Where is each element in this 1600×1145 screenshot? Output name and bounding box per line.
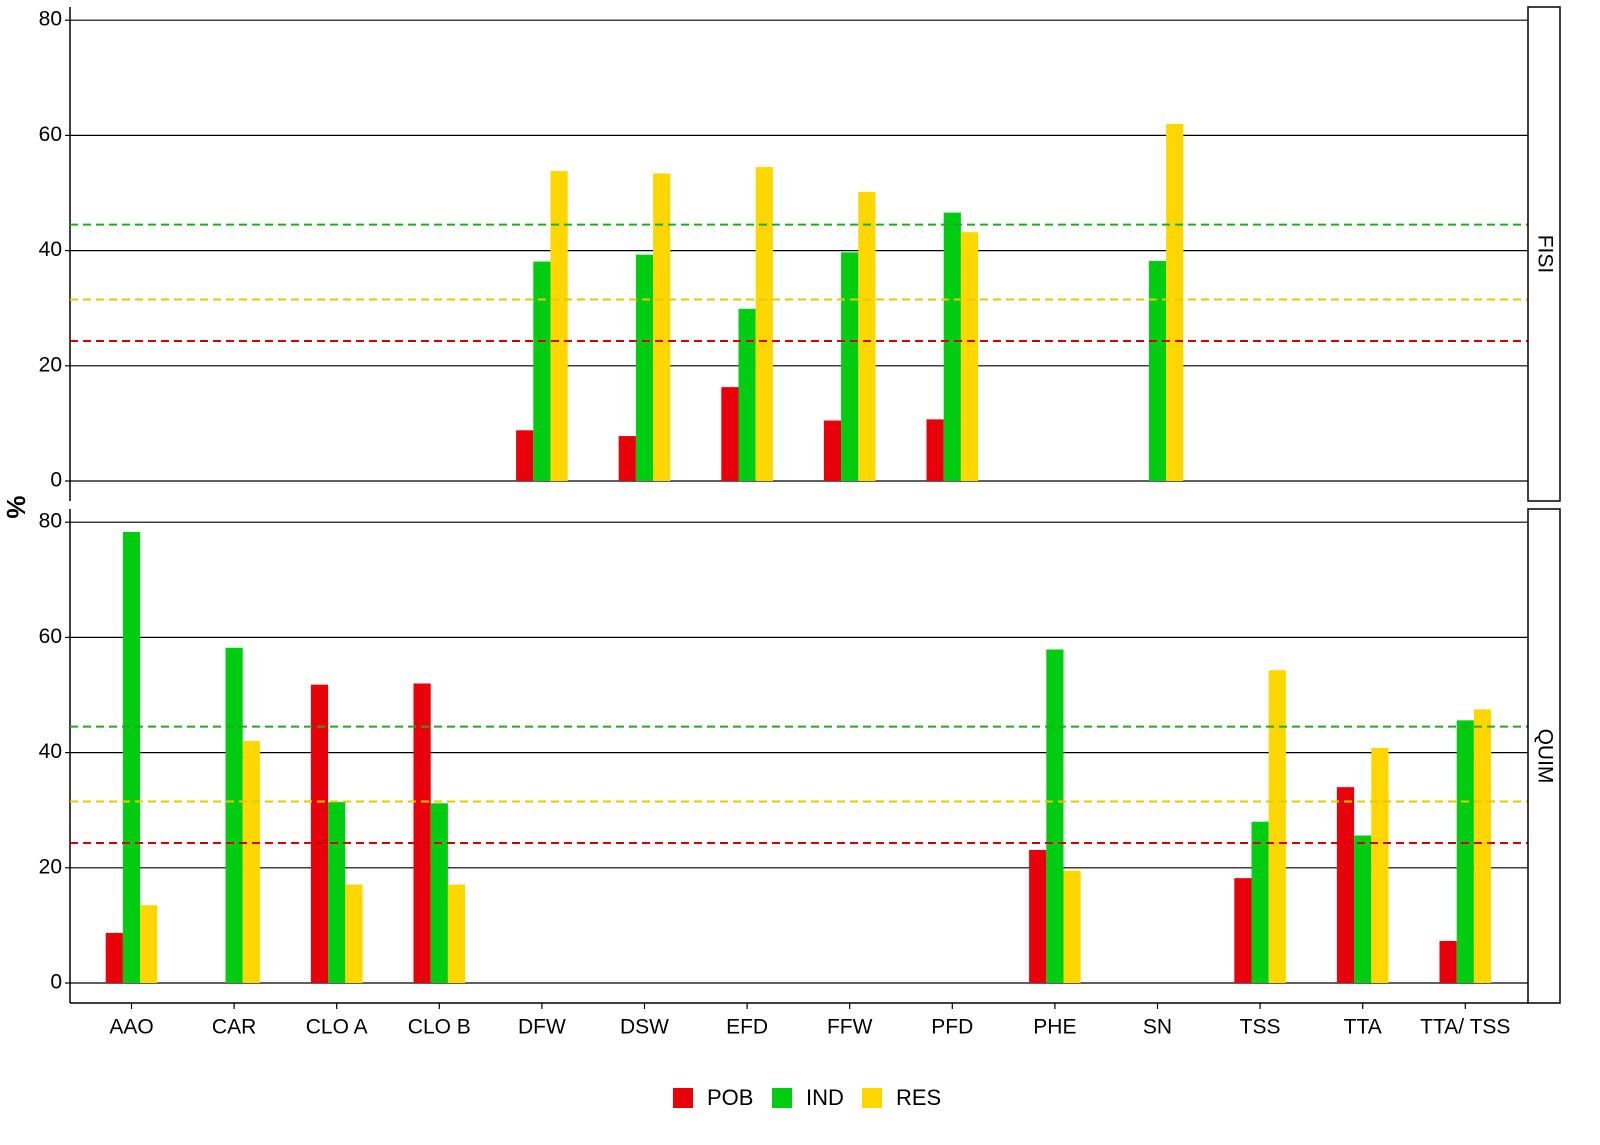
x-tick-label-car: CAR (212, 1016, 256, 1039)
x-tick-label-clo-b: CLO B (408, 1016, 471, 1039)
facet-strip-label: QUIM (1533, 729, 1556, 784)
bar-fisi-dfw-ind (533, 261, 551, 481)
bar-quim-clo-a-pob (310, 684, 329, 983)
x-tick-label-phe: PHE (1033, 1016, 1076, 1039)
bar-quim-tta-pob (1336, 787, 1355, 983)
bar-quim-clo-b-res (447, 884, 466, 983)
bar-fisi-ffw-pob (823, 420, 842, 481)
x-tick-label-tss: TSS (1240, 1016, 1281, 1039)
bar-fisi-dsw-pob (618, 436, 636, 481)
y-tick-label: 80 (39, 510, 62, 533)
x-axis: AAO CAR CLO A CLO B DFW DSW EFD FFW PFD PHE SN TSS T… (70, 1002, 1528, 1039)
bar-quim-aao-pob (105, 932, 123, 983)
panel-fisi: 0 20 40 60 80 FISI (39, 6, 1561, 502)
legend-swatch-pob (673, 1088, 693, 1108)
bar-fisi-efd-res (755, 167, 773, 481)
bar-fisi-pfd-res (960, 232, 979, 481)
bar-quim-tta-tss-res (1473, 709, 1492, 983)
bar-fisi-pfd-pob (926, 419, 944, 481)
bar-quim-tss-res (1268, 670, 1286, 983)
y-tick-label: 0 (50, 469, 62, 492)
bar-quim-clo-b-pob (413, 683, 431, 983)
bar-quim-tta-tss-pob (1439, 940, 1457, 983)
y-axis-label: % (1, 495, 31, 518)
bar-fisi-sn-res (1166, 123, 1184, 481)
x-tick-label-tta: TTA (1344, 1016, 1382, 1039)
bar-quim-tss-pob (1234, 878, 1252, 983)
bar-quim-aao-res (140, 905, 158, 983)
bar-quim-clo-a-res (345, 884, 363, 983)
bar-fisi-dsw-ind (635, 254, 654, 481)
bar-fisi-dsw-res (653, 173, 671, 481)
legend-swatch-ind (772, 1088, 792, 1108)
y-tick-label: 40 (39, 238, 62, 261)
legend-label-res: RES (896, 1085, 941, 1110)
y-tick-label: 40 (39, 740, 62, 763)
legend-label-ind: IND (806, 1085, 844, 1110)
bar-fisi-efd-pob (721, 387, 739, 481)
bar-quim-tta-res (1371, 747, 1389, 983)
bar-quim-clo-b-ind (430, 803, 448, 983)
x-tick-label-sn: SN (1143, 1016, 1172, 1039)
bar-quim-car-res (242, 741, 260, 983)
bar-fisi-efd-ind (738, 308, 756, 481)
y-tick-label: 20 (39, 353, 62, 376)
bar-quim-clo-a-ind (328, 802, 346, 983)
bar-quim-phe-res (1063, 870, 1081, 983)
bar-quim-tta-tss-ind (1456, 720, 1474, 983)
legend-label-pob: POB (707, 1085, 753, 1110)
bar-fisi-dfw-pob (516, 430, 534, 481)
panels-layer: 0 20 40 60 80 FISI 0 20 40 60 80 QUIM (39, 6, 1561, 1004)
bar-fisi-ffw-res (858, 191, 876, 481)
bar-quim-phe-ind (1046, 649, 1064, 983)
bar-quim-phe-pob (1029, 849, 1047, 983)
x-tick-label-dfw: DFW (518, 1016, 566, 1039)
bar-fisi-pfd-ind (943, 212, 961, 482)
legend: POB IND RES (673, 1085, 941, 1110)
x-tick-label-efd: EFD (726, 1016, 768, 1039)
x-tick-label-aao: AAO (109, 1016, 153, 1039)
x-tick-label-dsw: DSW (620, 1016, 669, 1039)
facet-strip-fisi (1527, 6, 1561, 502)
bar-fisi-sn-ind (1148, 260, 1167, 481)
facet-strip-label: FISI (1533, 235, 1556, 274)
x-tick-label-tta-tss: TTA/ TSS (1420, 1016, 1510, 1039)
legend-swatch-res (862, 1088, 882, 1108)
bar-quim-tta-ind (1354, 835, 1372, 983)
bar-quim-tss-ind (1251, 821, 1269, 983)
x-tick-label-ffw: FFW (827, 1016, 873, 1039)
bar-quim-car-ind (225, 647, 243, 983)
facet-strip-quim (1527, 508, 1561, 1004)
bar-fisi-ffw-ind (841, 252, 859, 481)
x-tick-label-pfd: PFD (931, 1016, 973, 1039)
y-tick-label: 80 (39, 8, 62, 31)
x-tick-label-clo-a: CLO A (306, 1016, 368, 1039)
bar-quim-aao-ind (122, 531, 141, 983)
y-tick-label: 0 (50, 971, 62, 994)
bar-fisi-dfw-res (550, 171, 568, 481)
y-tick-label: 20 (39, 855, 62, 878)
y-tick-label: 60 (39, 625, 62, 648)
y-tick-label: 60 (39, 123, 62, 146)
panel-quim: 0 20 40 60 80 QUIM (39, 508, 1561, 1004)
